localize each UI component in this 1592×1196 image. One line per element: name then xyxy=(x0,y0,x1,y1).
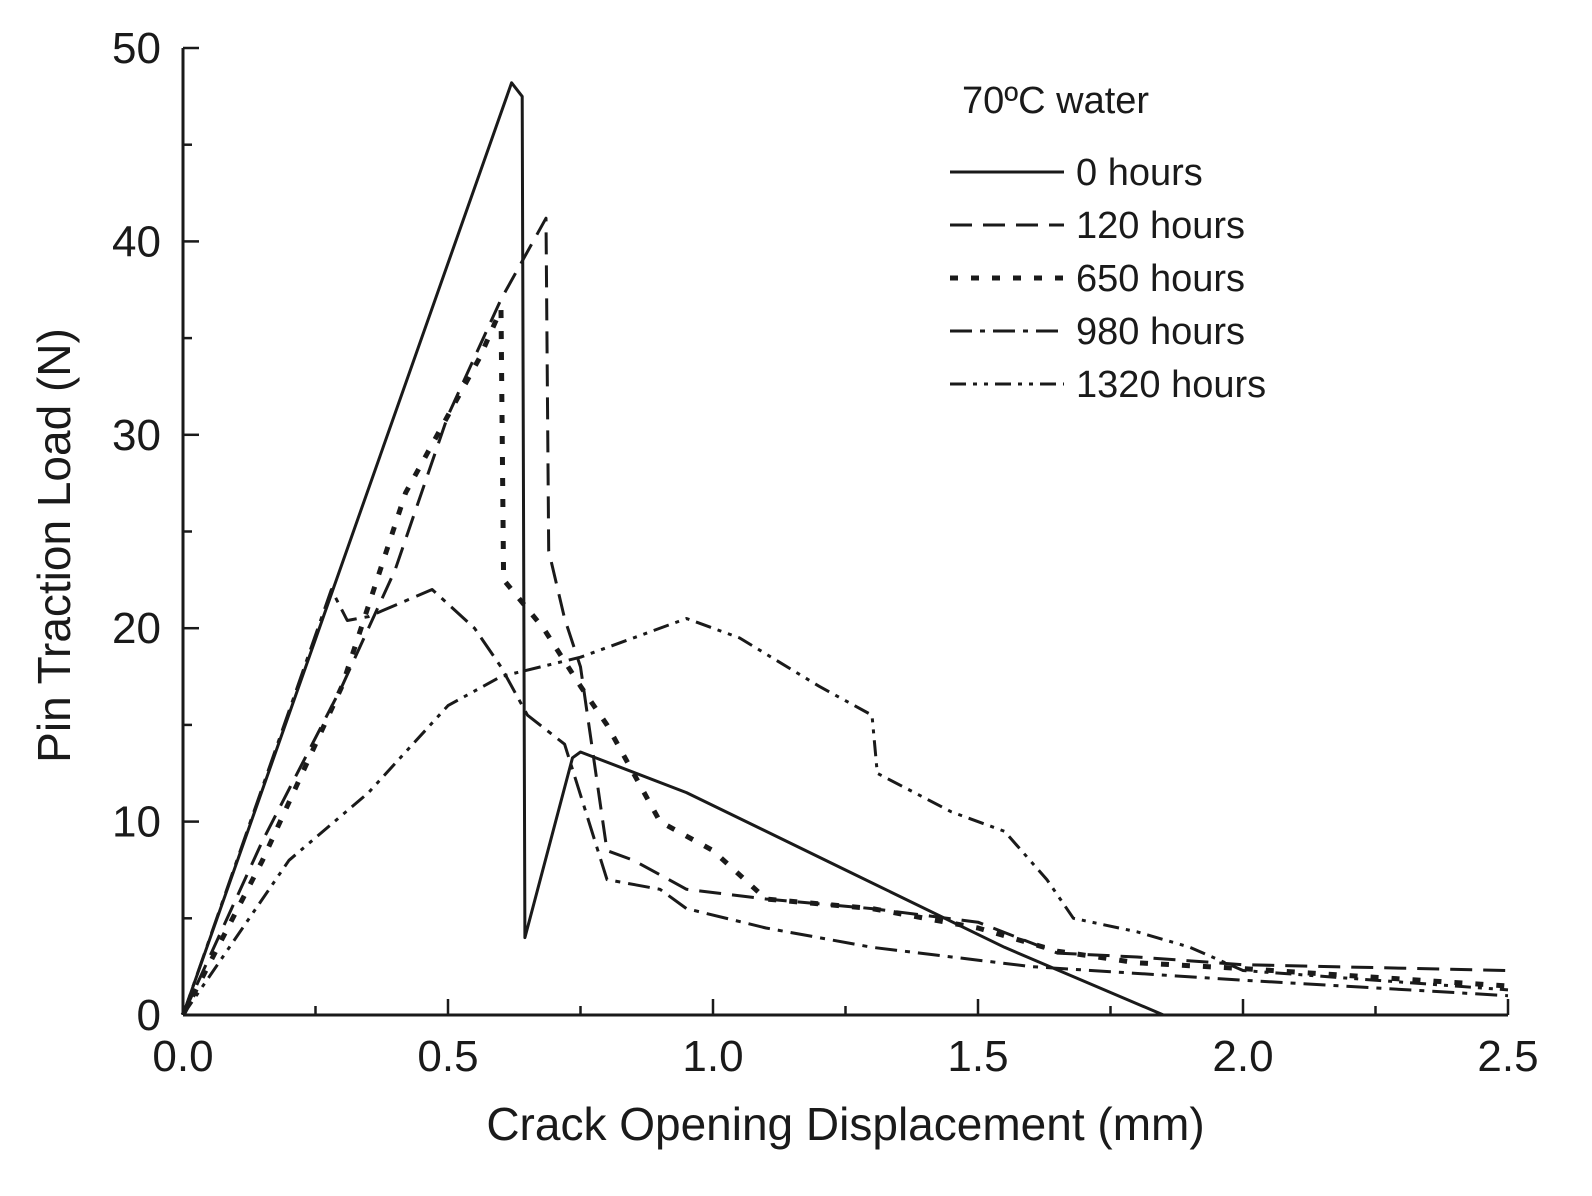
x-axis-title: Crack Opening Displacement (mm) xyxy=(486,1098,1204,1150)
y-tick-label: 40 xyxy=(112,217,161,266)
series-lines xyxy=(180,81,1509,1017)
legend-label-1: 120 hours xyxy=(1076,205,1245,247)
x-tick-label: 0.5 xyxy=(417,1032,478,1081)
legend-label-4: 1320 hours xyxy=(1076,364,1266,406)
legend-label-0: 0 hours xyxy=(1076,152,1203,194)
series-line-4 xyxy=(181,617,1509,1016)
legend-title: 70ºC water xyxy=(962,80,1149,122)
y-tick-label: 10 xyxy=(112,798,161,847)
x-tick-label: 0.0 xyxy=(152,1032,213,1081)
x-tick-label: 2.5 xyxy=(1477,1032,1538,1081)
y-tick-label: 20 xyxy=(112,604,161,653)
y-axis-ticks: 0 10 20 30 40 50 xyxy=(112,24,199,1040)
y-axis-title: Pin Traction Load (N) xyxy=(28,328,80,763)
x-tick-label: 1.0 xyxy=(682,1032,743,1081)
y-tick-label: 50 xyxy=(112,24,161,73)
y-tick-label: 30 xyxy=(112,411,161,460)
x-tick-label: 1.5 xyxy=(947,1032,1008,1081)
x-tick-label: 2.0 xyxy=(1212,1032,1273,1081)
legend-label-2: 650 hours xyxy=(1076,258,1245,300)
series-line-3 xyxy=(181,588,1509,1016)
series-line-0 xyxy=(181,81,1165,1017)
series-line-2 xyxy=(180,306,1509,1017)
y-tick-label: 0 xyxy=(137,991,161,1040)
legend-label-3: 980 hours xyxy=(1076,311,1245,353)
x-axis-ticks: 0.0 0.5 1.0 1.5 2.0 2.5 xyxy=(152,999,1539,1081)
legend: 70ºC water 0 hours 120 hours 650 hours 980 … xyxy=(950,80,1266,406)
series-line-1 xyxy=(181,216,1509,1016)
